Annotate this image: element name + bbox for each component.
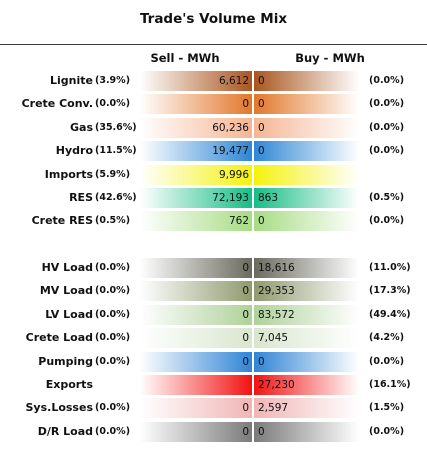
- buy-value-d-r-load: 0: [254, 421, 359, 442]
- row-label-pumping: Pumping: [38, 354, 93, 368]
- sell-pct-sys-losses: (0.0%): [95, 402, 131, 414]
- sell-value-imports: 9,996: [140, 164, 252, 185]
- buy-pct-hydro: (0.0%): [369, 145, 405, 157]
- buy-value-pumping: 0: [254, 351, 359, 372]
- buy-pct-gas: (0.0%): [369, 121, 405, 133]
- buy-value-sys-losses: 2,597: [254, 398, 359, 419]
- sell-value-hydro: 19,477: [140, 141, 252, 162]
- row-label-d-r-load: D/R Load: [37, 424, 93, 438]
- buy-pct-mv-load: (17.3%): [369, 285, 411, 297]
- sell-value-pumping: 0: [140, 351, 252, 372]
- buy-value-crete-load: 7,045: [254, 328, 359, 349]
- sell-value-gas: 60,236: [140, 117, 252, 138]
- row-label-crete-res: Crete RES: [31, 214, 93, 228]
- buy-value-hv-load: 18,616: [254, 257, 359, 278]
- sell-value-sys-losses: 0: [140, 398, 252, 419]
- row-label-gas: Gas: [70, 120, 93, 134]
- row-label-exports: Exports: [45, 377, 93, 391]
- buy-pct-res: (0.5%): [369, 192, 405, 203]
- row-label-mv-load: MV Load: [39, 284, 93, 298]
- row-label-lignite: Lignite: [50, 74, 93, 87]
- buy-value-lv-load: 83,572: [254, 304, 359, 325]
- buy-value-hydro: 0: [254, 141, 359, 162]
- buy-value-mv-load: 29,353: [254, 281, 359, 302]
- row-label-imports: Imports: [44, 167, 93, 181]
- sell-pct-d-r-load: (0.0%): [95, 425, 131, 437]
- buy-pct-pumping: (0.0%): [369, 355, 405, 367]
- row-label-res: RES: [69, 191, 93, 204]
- buy-value-crete-res: 0: [254, 211, 359, 232]
- sell-value-res: 72,193: [140, 188, 252, 208]
- buy-pct-lv-load: (49.4%): [369, 308, 411, 320]
- sell-pct-hydro: (11.5%): [95, 145, 137, 157]
- sell-pct-lv-load: (0.0%): [95, 308, 131, 320]
- buy-pct-exports: (16.1%): [369, 378, 411, 390]
- row-label-crete-conv: Crete Conv.: [21, 97, 93, 111]
- sell-pct-imports: (5.9%): [95, 168, 131, 180]
- sell-value-crete-conv: 0: [140, 94, 252, 115]
- buy-value-exports: 27,230: [254, 374, 359, 395]
- sell-value-mv-load: 0: [140, 281, 252, 302]
- title-divider: [0, 44, 427, 45]
- buy-value-crete-conv: 0: [254, 94, 359, 115]
- buy-value-gas: 0: [254, 117, 359, 138]
- sell-pct-gas: (35.6%): [95, 121, 137, 133]
- buy-pct-lignite: (0.0%): [369, 75, 405, 86]
- sell-value-crete-load: 0: [140, 328, 252, 349]
- sell-pct-crete-res: (0.5%): [95, 215, 131, 227]
- sell-pct-crete-conv: (0.0%): [95, 98, 131, 110]
- row-label-hydro: Hydro: [55, 144, 93, 158]
- sell-pct-res: (42.6%): [95, 192, 137, 203]
- sell-value-d-r-load: 0: [140, 421, 252, 442]
- buy-value-lignite: 0: [254, 71, 359, 91]
- sell-value-exports: [140, 374, 252, 395]
- row-label-crete-load: Crete Load: [25, 331, 93, 345]
- buy-value-imports: [254, 164, 359, 185]
- sell-column-header: Sell - MWh: [150, 51, 220, 65]
- buy-pct-crete-res: (0.0%): [369, 215, 405, 227]
- chart-title: Trade's Volume Mix: [139, 11, 288, 27]
- buy-column-header: Buy - MWh: [295, 51, 365, 65]
- row-label-sys-losses: Sys.Losses: [25, 401, 94, 415]
- buy-pct-d-r-load: (0.0%): [369, 425, 405, 437]
- sell-pct-pumping: (0.0%): [95, 355, 131, 367]
- sell-value-lv-load: 0: [140, 304, 252, 325]
- sell-pct-crete-load: (0.0%): [95, 332, 131, 344]
- row-label-lv-load: LV Load: [45, 307, 93, 321]
- sell-value-hv-load: 0: [140, 257, 252, 278]
- buy-pct-hv-load: (11.0%): [369, 261, 411, 273]
- sell-value-crete-res: 762: [140, 211, 252, 232]
- sell-pct-hv-load: (0.0%): [95, 261, 131, 273]
- buy-pct-crete-load: (4.2%): [369, 332, 405, 344]
- sell-value-lignite: 6,612: [140, 71, 252, 91]
- buy-pct-sys-losses: (1.5%): [369, 402, 405, 414]
- buy-value-res: 863: [254, 188, 359, 208]
- row-label-hv-load: HV Load: [41, 260, 93, 274]
- sell-pct-mv-load: (0.0%): [95, 285, 131, 297]
- buy-pct-crete-conv: (0.0%): [369, 98, 405, 110]
- sell-pct-lignite: (3.9%): [95, 75, 131, 86]
